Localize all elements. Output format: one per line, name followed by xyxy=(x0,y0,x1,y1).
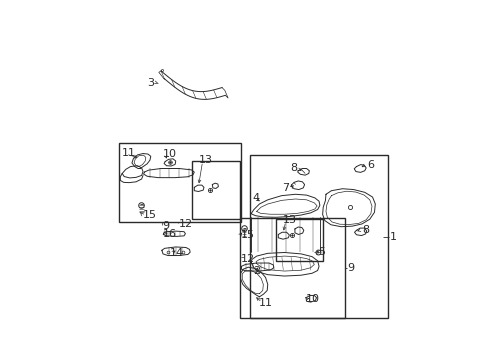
Text: 8: 8 xyxy=(291,163,298,174)
Text: 11: 11 xyxy=(122,148,136,158)
Bar xyxy=(120,143,242,222)
Text: 11: 11 xyxy=(259,298,273,308)
Text: 1: 1 xyxy=(390,232,396,242)
Text: 7: 7 xyxy=(282,183,290,193)
Text: 12: 12 xyxy=(178,219,193,229)
Text: 15: 15 xyxy=(143,210,156,220)
Text: 12: 12 xyxy=(241,254,255,264)
Text: 9: 9 xyxy=(162,221,170,231)
Text: 14: 14 xyxy=(170,248,184,258)
Text: 3: 3 xyxy=(147,77,155,87)
Text: 8: 8 xyxy=(362,225,369,235)
Text: 16: 16 xyxy=(163,229,177,239)
Bar xyxy=(192,161,240,219)
Bar xyxy=(276,219,323,261)
Text: 4: 4 xyxy=(253,193,260,203)
Bar xyxy=(240,218,345,318)
Text: 10: 10 xyxy=(306,294,320,304)
Text: 13: 13 xyxy=(282,215,296,225)
Bar xyxy=(250,156,389,318)
Text: 2: 2 xyxy=(253,266,261,276)
Text: 5: 5 xyxy=(318,247,325,257)
Text: 15: 15 xyxy=(241,230,255,240)
Text: 9: 9 xyxy=(347,263,355,273)
Text: 13: 13 xyxy=(199,155,213,165)
Text: 10: 10 xyxy=(163,149,177,158)
Text: 6: 6 xyxy=(367,159,374,170)
